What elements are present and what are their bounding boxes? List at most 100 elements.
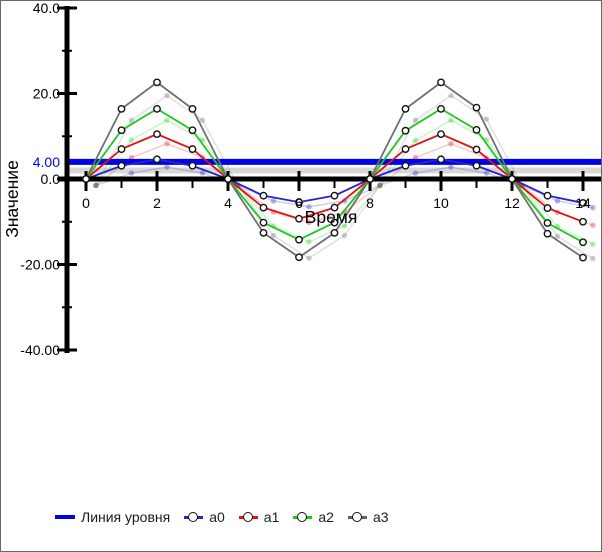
series-a3-marker (82, 175, 90, 183)
x-tick-label: 2 (153, 195, 161, 211)
series-a0-marker (401, 161, 410, 170)
legend-item-level-line: Линия уровня (55, 509, 170, 525)
series-a3-marker (259, 228, 268, 237)
legend-label: a0 (209, 509, 225, 525)
legend-item-a0: a0 (184, 509, 225, 525)
series-a2-ghost-marker (93, 182, 99, 189)
series-a3-marker (508, 175, 516, 183)
series-a2-ghost-marker (377, 182, 383, 189)
series-a2-marker (543, 219, 552, 227)
x-tick-label: 0 (82, 195, 90, 211)
series-a2-marker (437, 104, 445, 113)
series-a0-marker (543, 191, 552, 200)
x-tick-label: 12 (504, 195, 520, 211)
series-a1-marker (579, 217, 587, 226)
series-a0-ghost-marker (199, 170, 206, 176)
series-a1-marker (153, 130, 161, 139)
legend-circle-marker-icon (242, 511, 253, 522)
legend-circle-marker-icon (188, 511, 199, 522)
y-tick-label: -20.00 (20, 257, 60, 273)
series-a0-ghost-marker (448, 164, 454, 170)
series-a3-ghost-marker (590, 255, 596, 262)
x-tick-label: 6 (295, 195, 303, 211)
series-a3-marker (543, 229, 552, 238)
series-a1-ghost-marker (306, 219, 312, 226)
series-a2-marker (259, 218, 268, 227)
series-a2-ghost-marker (164, 117, 170, 123)
series-a2-marker (579, 238, 587, 247)
y-tick-label: 40.0 (33, 1, 60, 16)
series-a3-marker (366, 175, 374, 183)
series-a1-marker (401, 145, 410, 153)
series-a3-marker (153, 78, 161, 87)
y-tick-label: 0.0 (41, 171, 61, 187)
legend-line-marker-swatch (238, 511, 258, 523)
series-a3-marker (295, 253, 303, 262)
series-a0-ghost-marker (554, 198, 561, 204)
series-a3-ghost-marker (306, 255, 312, 261)
x-tick-label: 8 (366, 195, 374, 211)
series-a3-ghost-marker (164, 92, 170, 99)
series-a3-ghost-marker (377, 182, 383, 189)
series-a3-ghost-marker (341, 232, 348, 239)
y-tick-label: 20.0 (33, 86, 60, 102)
series-a0-marker (472, 161, 481, 170)
series-a0-ghost-marker (270, 198, 277, 204)
series-a1-ghost-marker (590, 222, 596, 228)
series-a2-ghost-line (95, 119, 594, 245)
legend-item-a2: a2 (293, 509, 334, 525)
series-a3-ghost-marker (448, 92, 454, 99)
series-a3-marker (579, 253, 587, 262)
legend-item-a3: a3 (347, 509, 389, 525)
series-a1-marker (472, 145, 481, 154)
series-a0-marker (437, 155, 445, 164)
legend-label: Линия уровня (81, 509, 171, 525)
legend-item-a1: a1 (238, 509, 280, 525)
chart-canvas: 0 2 4 6 8 10 12 14 40.0 20.0 0.0 -20.00 -40.00 4.00 Вр… (2, 1, 601, 358)
legend: Линия уровня a0 a1 a2 a3 (55, 507, 389, 527)
series-a3-ghost-marker (554, 233, 561, 240)
series-a3-marker (472, 103, 481, 112)
series-a3-marker (117, 104, 126, 113)
series-a3-ghost-marker (483, 116, 490, 122)
series-a0-ghost-marker (164, 164, 170, 170)
series-a0-ghost-marker (412, 170, 419, 176)
series-a1-marker (259, 203, 268, 212)
series-a2-marker (153, 104, 161, 113)
series-a1-marker (188, 145, 197, 153)
series-a3-marker (401, 104, 410, 113)
y-tick-label: -40.00 (20, 342, 60, 358)
series-a0-marker (153, 155, 161, 164)
series-a1-marker (437, 130, 445, 139)
series-a0-marker (188, 161, 197, 170)
level-line-value-label: 4.00 (33, 154, 60, 170)
legend-label: a3 (372, 509, 389, 525)
series-a0-marker (579, 199, 587, 207)
series-a2-ghost-marker (590, 241, 596, 247)
series-a3-ghost-marker (270, 232, 277, 239)
series-a1-ghost-marker (164, 140, 170, 147)
x-axis-title: Время (305, 207, 358, 227)
series-a0-marker (259, 191, 268, 200)
series-a2-ghost-marker (128, 137, 135, 143)
series-a0-ghost-marker (306, 204, 312, 210)
legend-label: a2 (318, 509, 334, 525)
series-a3-ghost-marker (128, 117, 135, 123)
series-a3-ghost-marker (199, 117, 206, 123)
series-a2-marker (117, 126, 126, 135)
x-tick-label: 10 (433, 195, 449, 211)
legend-line-marker-swatch (293, 511, 313, 523)
series-a3-ghost-marker (93, 182, 99, 189)
series-a1-marker (295, 214, 303, 223)
series-a2-marker (330, 218, 339, 227)
legend-line-marker-swatch (347, 511, 367, 523)
series-a3-ghost-marker (412, 117, 419, 123)
series-a3-marker (437, 78, 445, 87)
legend-label: a1 (263, 509, 280, 525)
series-a0-marker (330, 191, 339, 200)
legend-circle-marker-icon (351, 511, 362, 522)
x-tick-label: 14 (575, 195, 591, 211)
series-a0-ghost-marker (93, 182, 99, 189)
series-a3-marker (188, 104, 197, 113)
